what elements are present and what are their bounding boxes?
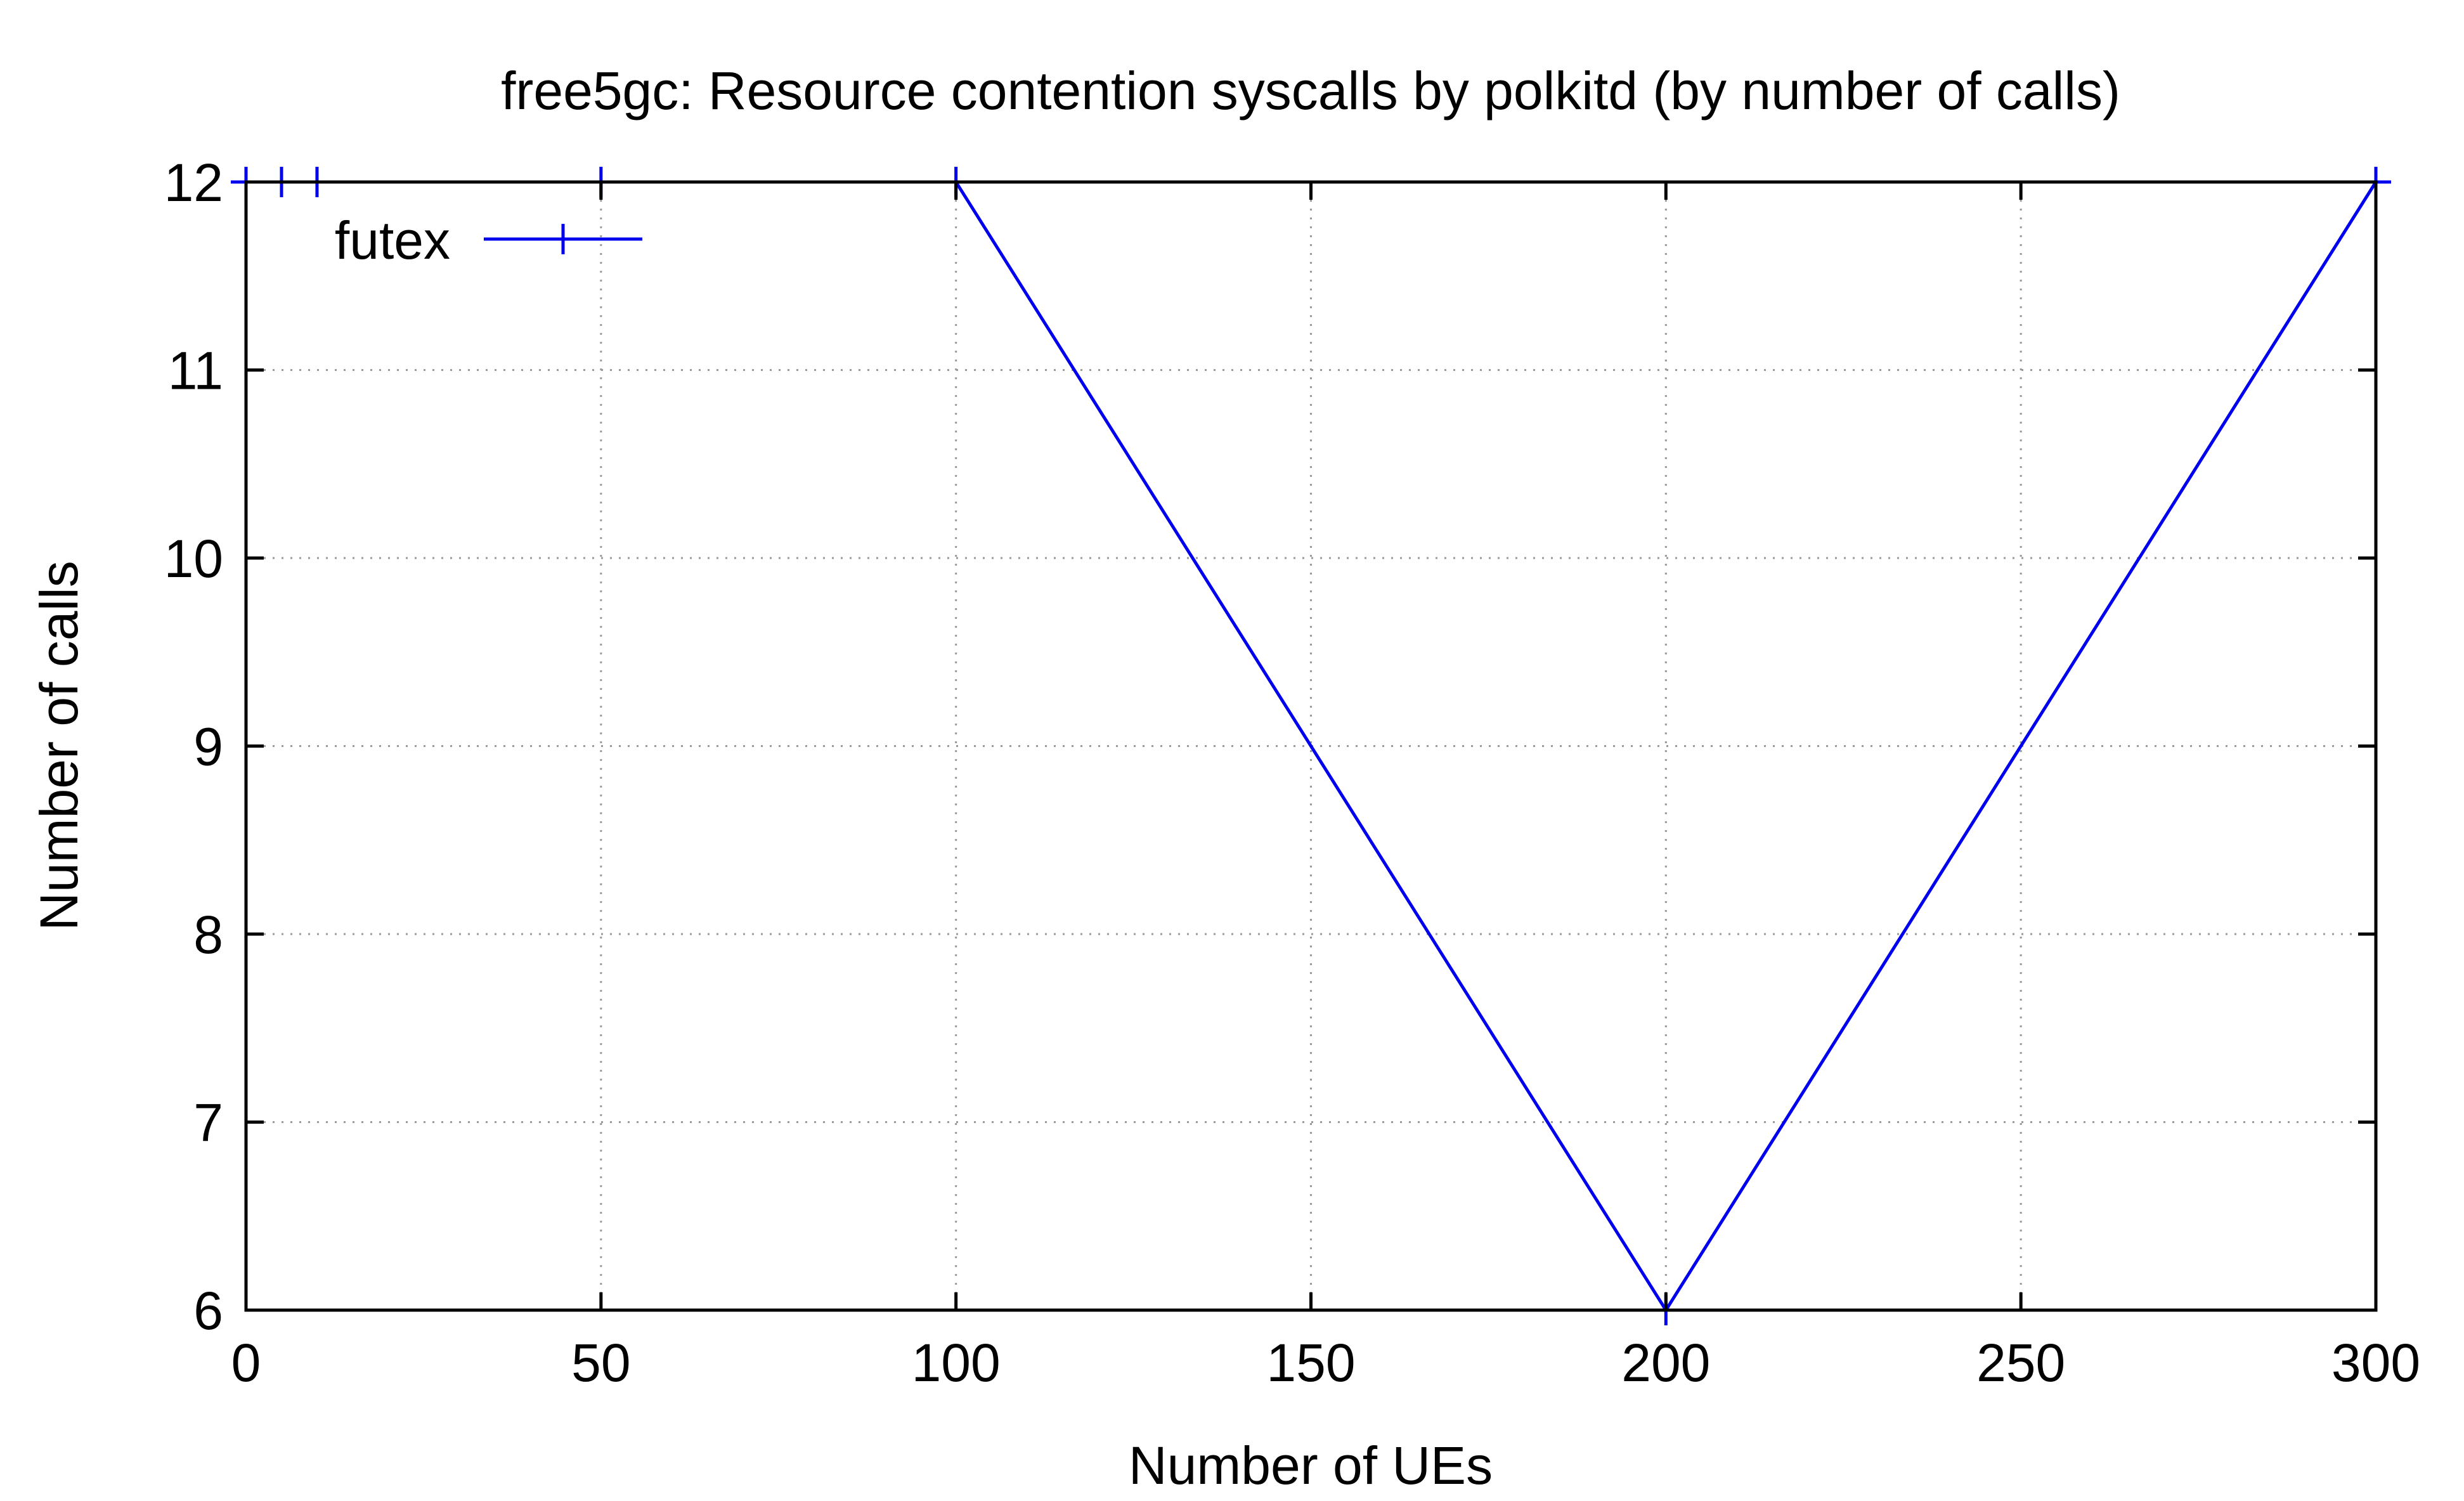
x-axis-label: Number of UEs [1129, 1436, 1493, 1495]
y-tick-label: 11 [168, 341, 223, 401]
y-tick-label: 6 [193, 1281, 223, 1341]
x-tick-label: 200 [1621, 1333, 1710, 1393]
x-tick-label: 100 [912, 1333, 1001, 1393]
x-tick-label: 250 [1976, 1333, 2065, 1393]
y-tick-label: 10 [164, 529, 223, 588]
y-tick-label: 7 [193, 1093, 223, 1153]
axes: 0 50 100 150 200 250 300 6 7 8 9 10 11 12 [164, 153, 2421, 1393]
y-tick-label: 8 [193, 905, 223, 965]
grid [246, 182, 2376, 1310]
y-tick-label: 9 [193, 717, 223, 777]
chart-title: free5gc: Resource contention syscalls by… [501, 61, 2120, 120]
legend-label-futex: futex [335, 211, 450, 270]
x-tick-label: 150 [1266, 1333, 1355, 1393]
y-axis-label: Number of calls [29, 561, 89, 931]
y-tick-label: 12 [164, 153, 223, 212]
x-tick-label: 300 [2331, 1333, 2420, 1393]
legend: futex [335, 211, 642, 270]
x-tick-label: 50 [571, 1333, 630, 1393]
x-tick-label: 0 [231, 1333, 261, 1393]
